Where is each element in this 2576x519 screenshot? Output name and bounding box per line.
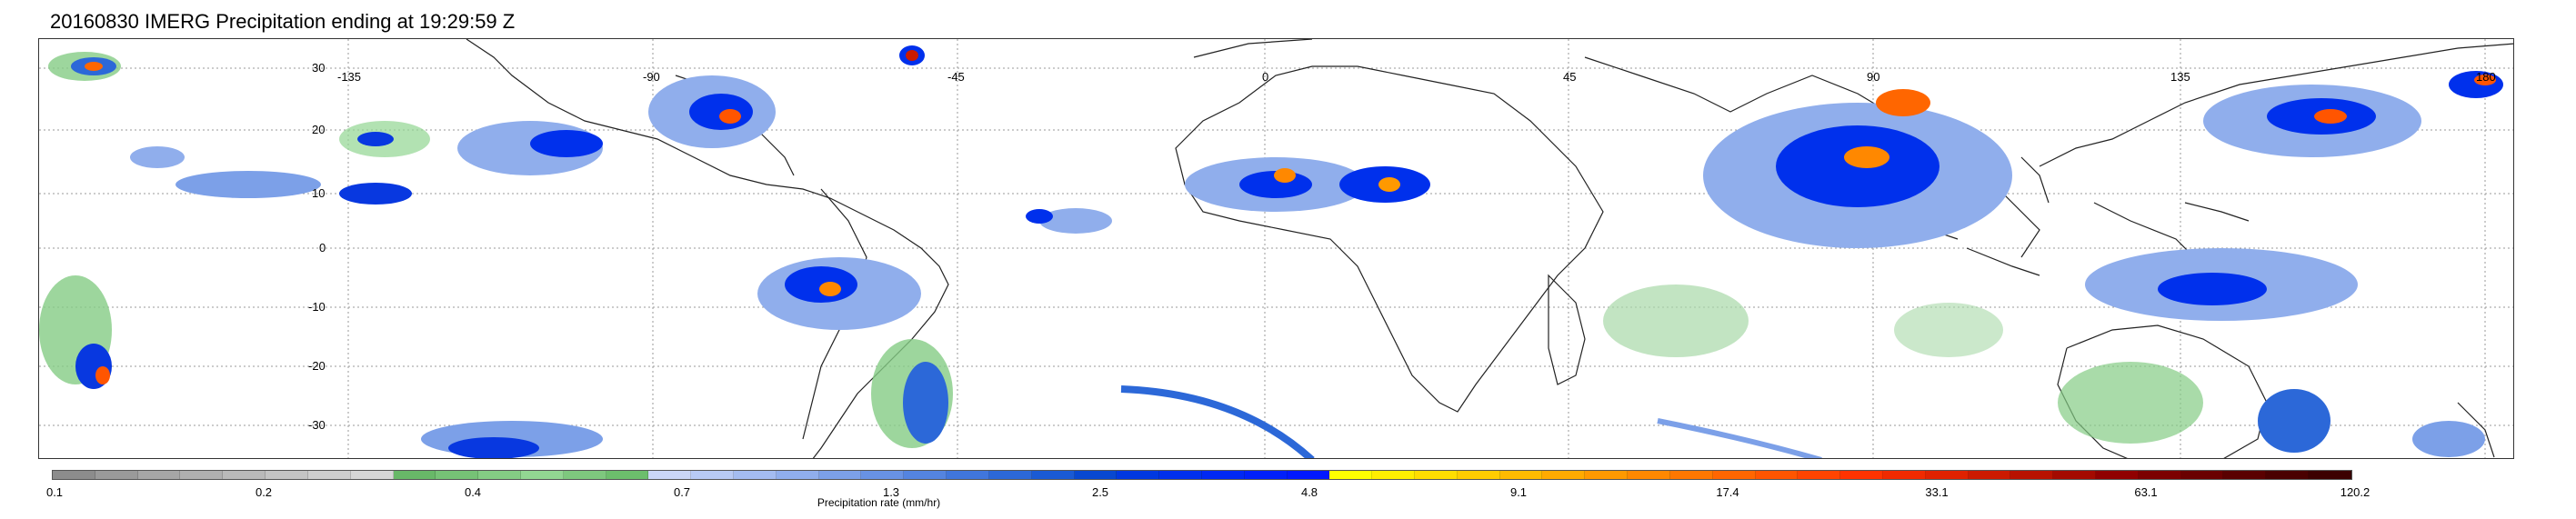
colorbar-swatch-37 [1628, 471, 1670, 479]
lon-label-45: 45 [1563, 70, 1577, 84]
colorbar-swatch-4 [223, 471, 266, 479]
colorbar-swatch-44 [1925, 471, 1969, 479]
colorbar-tick-120-2: 120.2 [2340, 485, 2371, 499]
colorbar-tick-0-4: 0.4 [464, 485, 482, 499]
colorbar-swatch-20 [904, 471, 947, 479]
colorbar-swatch-48 [2096, 471, 2139, 479]
colorbar-swatch-1 [95, 471, 138, 479]
colorbar-tick-2-5: 2.5 [1091, 485, 1109, 499]
precipitation-bands [39, 45, 2503, 458]
lat-label-20: 20 [312, 123, 326, 136]
colorbar-swatch-2 [137, 471, 181, 479]
lon-label-180: 180 [2476, 70, 2496, 84]
colorbar-swatch-16 [734, 471, 777, 479]
lat-label-10: 10 [312, 186, 326, 200]
lon-label-135: 135 [2170, 70, 2190, 84]
colorbar-swatch-43 [1882, 471, 1926, 479]
colorbar-swatch-18 [818, 471, 862, 479]
colorbar-swatch-42 [1840, 471, 1883, 479]
lon-label-90: 90 [1867, 70, 1880, 84]
colorbar-tick-63-1: 63.1 [2134, 485, 2158, 499]
lon-label-minus-90: -90 [643, 70, 660, 84]
colorbar-tick-1-3: 1.3 [882, 485, 900, 499]
colorbar-swatch-40 [1755, 471, 1799, 479]
colorbar-swatch-25 [1117, 471, 1160, 479]
colorbar-tick-0-1: 0.1 [45, 485, 64, 499]
colorbar-swatch-5 [266, 471, 308, 479]
colorbar-swatch-9 [436, 471, 479, 479]
colorbar-tick-0-7: 0.7 [673, 485, 691, 499]
colorbar-swatch-34 [1499, 471, 1543, 479]
colorbar-tick-4-8: 4.8 [1300, 485, 1318, 499]
colorbar-tick-17-4: 17.4 [1716, 485, 1739, 499]
colorbar-swatch-29 [1287, 471, 1330, 479]
colorbar-swatch-28 [1244, 471, 1288, 479]
lon-label-minus-45: -45 [947, 70, 965, 84]
colorbar-swatch-15 [691, 471, 734, 479]
colorbar-swatch-13 [606, 471, 649, 479]
lat-label-0: 0 [319, 241, 326, 255]
lat-label-minus-20: -20 [308, 359, 326, 373]
colorbar-tick-0-2: 0.2 [255, 485, 273, 499]
colorbar-swatch-38 [1669, 471, 1713, 479]
colorbar-swatch-45 [1968, 471, 2011, 479]
colorbar-swatch-30 [1329, 471, 1373, 479]
colorbar-swatch-22 [988, 471, 1032, 479]
map-canvas [39, 39, 2513, 458]
colorbar-swatch-11 [520, 471, 564, 479]
colorbar-swatch-33 [1457, 471, 1500, 479]
colorbar-swatch-39 [1712, 471, 1756, 479]
colorbar-swatch-26 [1159, 471, 1202, 479]
colorbar-swatch-7 [350, 471, 394, 479]
colorbar-swatch-17 [776, 471, 819, 479]
colorbar-swatch-12 [563, 471, 606, 479]
lat-label-minus-10: -10 [308, 300, 326, 314]
colorbar-swatch-23 [1031, 471, 1075, 479]
colorbar-swatch-49 [2138, 471, 2181, 479]
colorbar-swatch-35 [1542, 471, 1586, 479]
colorbar-swatch-51 [2223, 471, 2267, 479]
lon-label-0: 0 [1262, 70, 1269, 84]
colorbar-swatch-47 [2053, 471, 2096, 479]
colorbar-swatch-46 [2010, 471, 2054, 479]
colorbar-swatch-3 [180, 471, 224, 479]
lat-label-30: 30 [312, 61, 326, 75]
colorbar-swatch-6 [307, 471, 351, 479]
colorbar-tick-9-1: 9.1 [1509, 485, 1528, 499]
colorbar-swatch-27 [1201, 471, 1245, 479]
colorbar-swatch-53 [2309, 471, 2351, 479]
colorbar-swatch-21 [947, 471, 989, 479]
colorbar-swatch-36 [1585, 471, 1629, 479]
lon-label-minus-135: -135 [337, 70, 362, 84]
colorbar-swatch-19 [861, 471, 905, 479]
colorbar-swatch-31 [1372, 471, 1415, 479]
colorbar-label: Precipitation rate (mm/hr) [817, 496, 941, 509]
map-title: 20160830 IMERG Precipitation ending at 1… [50, 10, 516, 33]
colorbar-swatch-8 [393, 471, 436, 479]
precipitation-map: 30 20 10 0 -10 -20 -30 -135 -90 -45 0 45… [38, 38, 2514, 459]
colorbar-swatch-41 [1798, 471, 1841, 479]
colorbar [52, 470, 2352, 480]
colorbar-tick-33-1: 33.1 [1925, 485, 1949, 499]
colorbar-swatch-52 [2266, 471, 2310, 479]
lat-label-minus-30: -30 [308, 418, 326, 432]
colorbar-swatch-0 [53, 471, 95, 479]
colorbar-swatch-32 [1415, 471, 1458, 479]
colorbar-swatch-24 [1074, 471, 1118, 479]
colorbar-swatch-10 [478, 471, 521, 479]
colorbar-swatch-50 [2180, 471, 2224, 479]
colorbar-swatch-14 [648, 471, 692, 479]
